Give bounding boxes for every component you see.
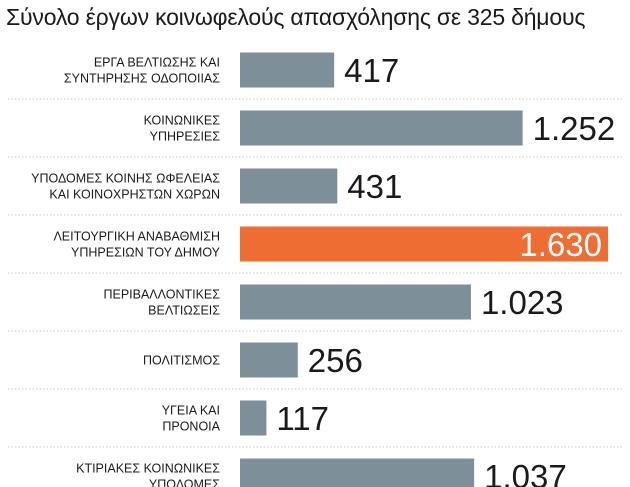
bar-highlighted — [240, 226, 608, 262]
category-label: ΕΡΓΑ ΒΕΛΤΙΩΣΗΣ ΚΑΙ ΣΥΝΤΗΡΗΣΗΣ ΟΔΟΠΟΙΙΑΣ — [64, 56, 220, 86]
value-label: 256 — [308, 342, 363, 379]
bar — [240, 168, 338, 204]
bar — [240, 52, 335, 88]
value-label: 1.252 — [533, 110, 616, 147]
bar — [240, 342, 298, 378]
chart-title: Σύνολο έργων κοινωφελούς απασχόλησης σε … — [6, 4, 586, 30]
category-label: ΚΤΙΡΙΑΚΕΣ ΚΟΙΝΩΝΙΚΕΣ ΥΠΟΔΟΜΕΣ — [76, 462, 220, 487]
value-label: 1.630 — [519, 226, 602, 263]
value-label: 417 — [344, 52, 399, 89]
value-label: 431 — [347, 168, 402, 205]
category-label: ΛΕΙΤΟΥΡΓΙΚΗ ΑΝΑΒΑΘΜΙΣΗ ΥΠΗΡΕΣΙΩΝ ΤΟΥ ΔΗΜΟ… — [53, 230, 220, 260]
bar — [240, 458, 475, 487]
category-label: ΥΓΕΙΑ ΚΑΙ ΠΡΟΝΟΙΑ — [162, 404, 221, 434]
category-label: ΠΕΡΙΒΑΛΛΟΝΤΙΚΕΣ ΒΕΛΤΙΩΣΕΙΣ — [103, 288, 220, 318]
bar — [240, 284, 471, 320]
value-label: 1.023 — [481, 284, 564, 321]
bar — [240, 110, 523, 146]
category-label: ΥΠΟΔΟΜΕΣ ΚΟΙΝΗΣ ΩΦΕΛΕΙΑΣ ΚΑΙ ΚΟΙΝΟΧΡΗΣΤΩΝ… — [31, 172, 220, 202]
category-label: ΚΟΙΝΩΝΙΚΕΣ ΥΠΗΡΕΣΙΕΣ — [144, 114, 221, 144]
bar — [240, 400, 267, 436]
value-label: 117 — [276, 400, 329, 437]
category-label: ΠΟΛΙΤΙΣΜΟΣ — [143, 354, 220, 368]
value-label: 1.037 — [484, 458, 567, 487]
